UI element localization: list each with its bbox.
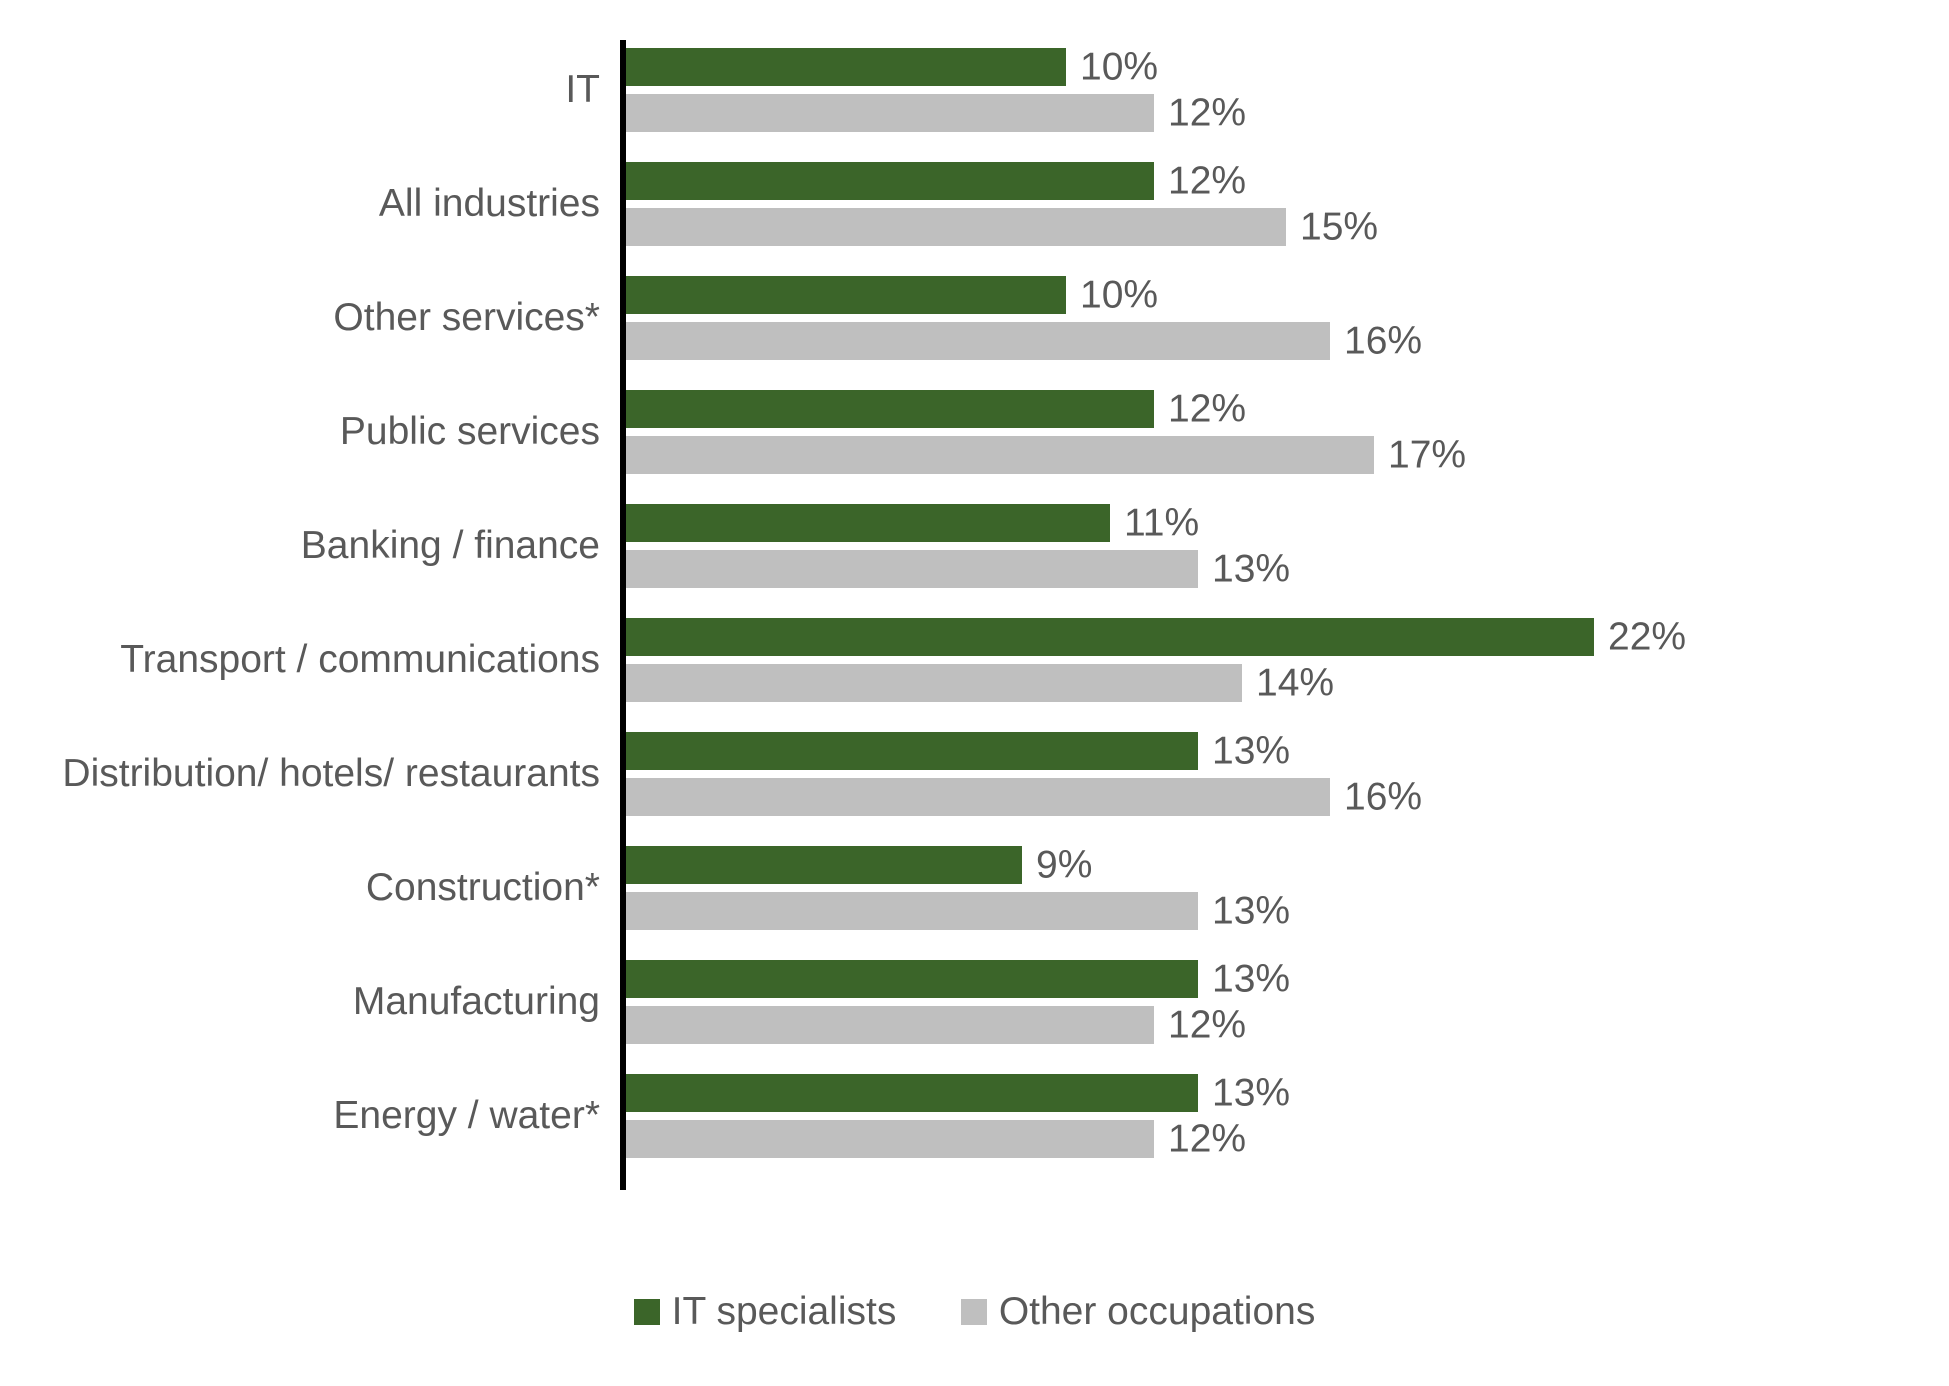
bar-value-label: 13% <box>1212 1074 1290 1113</box>
category-label: Other services* <box>0 298 600 337</box>
bar-value-label: 12% <box>1168 390 1246 429</box>
category-group: Energy / water* 13% 12% <box>0 1074 1949 1158</box>
bar-value-label: 12% <box>1168 1006 1246 1045</box>
bar-value-label: 11% <box>1124 504 1199 543</box>
category-label: Public services <box>0 412 600 451</box>
bar-value-label: 14% <box>1256 664 1334 703</box>
legend-item-it-specialists: IT specialists <box>634 1290 897 1334</box>
category-group: Public services 12% 17% <box>0 390 1949 474</box>
category-group: Distribution/ hotels/ restaurants 13% 16% <box>0 732 1949 816</box>
bar-value-label: 9% <box>1036 846 1092 885</box>
bar-value-label: 12% <box>1168 162 1246 201</box>
bar-series-1: 17% <box>626 436 1374 474</box>
bar-value-label: 13% <box>1212 892 1290 931</box>
legend-item-other-occupations: Other occupations <box>961 1290 1316 1334</box>
bar-value-label: 15% <box>1300 208 1378 247</box>
category-label: Distribution/ hotels/ restaurants <box>0 754 600 793</box>
category-group: Manufacturing 13% 12% <box>0 960 1949 1044</box>
bar-value-label: 16% <box>1344 322 1422 361</box>
bar-series-0: 13% <box>626 1074 1198 1112</box>
bar-series-0: 10% <box>626 48 1066 86</box>
category-group: IT 10% 12% <box>0 48 1949 132</box>
bar-chart: IT 10% 12% All industries 12% 15% Other servic… <box>0 40 1949 1250</box>
category-label: Transport / communications <box>0 640 600 679</box>
category-group: Construction* 9% 13% <box>0 846 1949 930</box>
bar-series-1: 15% <box>626 208 1286 246</box>
category-label: Construction* <box>0 868 600 907</box>
bar-value-label: 10% <box>1080 276 1158 315</box>
bar-series-1: 16% <box>626 778 1330 816</box>
category-label: Banking / finance <box>0 526 600 565</box>
category-group: All industries 12% 15% <box>0 162 1949 246</box>
category-group: Transport / communications 22% 14% <box>0 618 1949 702</box>
bar-series-0: 13% <box>626 732 1198 770</box>
bar-series-1: 14% <box>626 664 1242 702</box>
category-label: IT <box>0 70 600 109</box>
bar-series-0: 12% <box>626 390 1154 428</box>
category-group: Banking / finance 11% 13% <box>0 504 1949 588</box>
category-label: All industries <box>0 184 600 223</box>
bar-value-label: 13% <box>1212 550 1290 589</box>
bar-series-0: 11% <box>626 504 1110 542</box>
bar-value-label: 16% <box>1344 778 1422 817</box>
bar-series-1: 12% <box>626 1120 1154 1158</box>
bar-series-1: 12% <box>626 1006 1154 1044</box>
bar-series-0: 22% <box>626 618 1594 656</box>
bar-series-1: 16% <box>626 322 1330 360</box>
bar-value-label: 22% <box>1608 618 1686 657</box>
bar-series-1: 13% <box>626 550 1198 588</box>
category-label: Energy / water* <box>0 1096 600 1135</box>
bar-series-0: 13% <box>626 960 1198 998</box>
legend-label-1: Other occupations <box>999 1290 1316 1334</box>
bar-series-0: 9% <box>626 846 1022 884</box>
category-group: Other services* 10% 16% <box>0 276 1949 360</box>
bar-value-label: 12% <box>1168 94 1246 133</box>
legend-swatch-0 <box>634 1299 660 1325</box>
bar-value-label: 13% <box>1212 960 1290 999</box>
bar-value-label: 17% <box>1388 436 1466 475</box>
bar-series-0: 12% <box>626 162 1154 200</box>
bar-value-label: 13% <box>1212 732 1290 771</box>
bar-value-label: 12% <box>1168 1120 1246 1159</box>
bar-series-0: 10% <box>626 276 1066 314</box>
bar-series-1: 12% <box>626 94 1154 132</box>
bar-value-label: 10% <box>1080 48 1158 87</box>
bar-series-1: 13% <box>626 892 1198 930</box>
legend-label-0: IT specialists <box>672 1290 897 1334</box>
legend: IT specialists Other occupations <box>0 1290 1949 1334</box>
legend-swatch-1 <box>961 1299 987 1325</box>
category-label: Manufacturing <box>0 982 600 1021</box>
